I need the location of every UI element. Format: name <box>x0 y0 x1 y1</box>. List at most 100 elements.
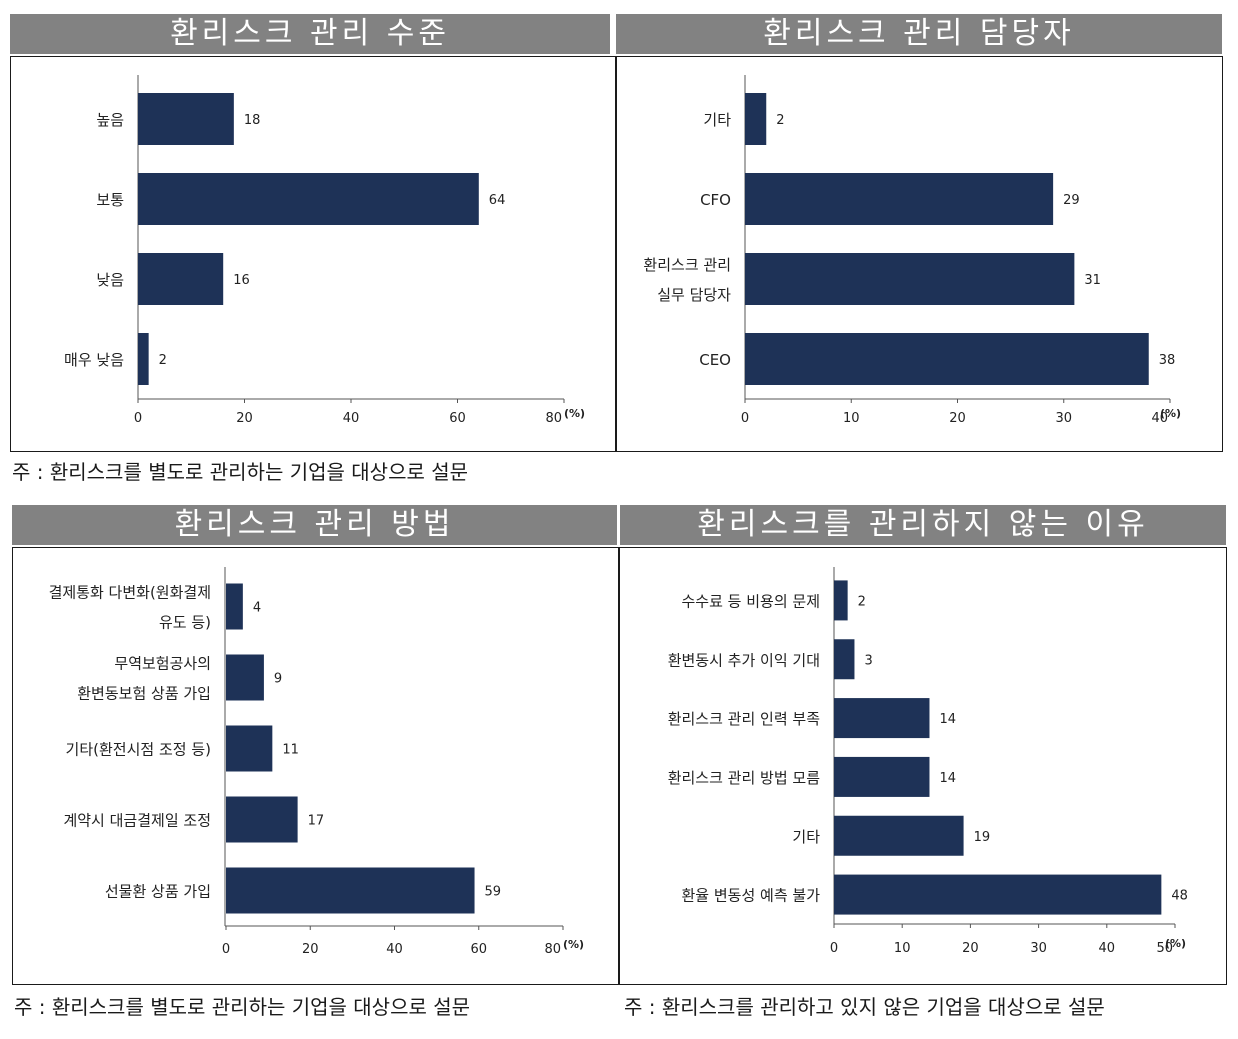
bar <box>226 796 298 843</box>
data-label: 16 <box>233 273 250 288</box>
bar <box>138 93 234 145</box>
tick-label: 60 <box>449 411 466 426</box>
tick-label: 30 <box>1030 941 1047 956</box>
tick-label: 80 <box>545 411 562 426</box>
category-label: 기타 <box>703 111 731 129</box>
tick-label: 10 <box>843 411 860 426</box>
data-label: 38 <box>1159 353 1176 368</box>
bar <box>834 639 855 680</box>
tick-label: 20 <box>962 941 979 956</box>
note-bottom-right: 주 : 환리스크를 관리하고 있지 않은 기업을 대상으로 설문 <box>624 995 1105 1019</box>
data-label: 2 <box>776 113 784 128</box>
bar <box>834 874 1162 915</box>
data-label: 14 <box>939 712 956 727</box>
bar <box>226 583 243 630</box>
data-label: 14 <box>939 771 956 786</box>
panel-title-manager: 환리스크 관리 담당자 <box>616 14 1222 54</box>
category-label: 낮음 <box>96 271 124 289</box>
unit-label: (%) <box>1160 407 1181 420</box>
panel-title-method: 환리스크 관리 방법 <box>12 505 617 545</box>
data-label: 4 <box>253 601 261 616</box>
category-label: 유도 등) <box>159 614 211 632</box>
category-label: 환리스크 관리 <box>643 256 731 274</box>
tick-label: 80 <box>544 942 561 957</box>
data-label: 3 <box>864 653 872 668</box>
bar <box>834 698 930 739</box>
bar <box>745 93 767 145</box>
bar <box>834 580 848 621</box>
category-label: 기타(환전시점 조정 등) <box>66 741 211 759</box>
tick-label: 0 <box>222 942 230 957</box>
data-label: 2 <box>858 594 866 609</box>
note-top: 주 : 환리스크를 별도로 관리하는 기업을 대상으로 설문 <box>12 460 469 484</box>
unit-label: (%) <box>564 407 585 420</box>
panel-title-reason: 환리스크를 관리하지 않는 이유 <box>620 505 1226 545</box>
tick-label: 20 <box>302 942 319 957</box>
category-label: 매우 낮음 <box>64 351 124 369</box>
bar <box>138 253 224 305</box>
bar <box>226 867 475 914</box>
category-label: 환변동시 추가 이익 기대 <box>668 651 820 669</box>
category-label: 기타 <box>792 828 820 846</box>
data-label: 11 <box>282 743 299 758</box>
data-label: 59 <box>485 885 502 900</box>
category-label: 환율 변동성 예측 불가 <box>681 887 820 905</box>
bar <box>745 173 1054 225</box>
unit-label: (%) <box>563 938 584 951</box>
data-label: 64 <box>489 193 506 208</box>
data-label: 17 <box>308 814 325 829</box>
tick-label: 30 <box>1055 411 1072 426</box>
tick-label: 60 <box>470 942 487 957</box>
category-label: 환리스크 관리 인력 부족 <box>668 710 821 728</box>
tick-label: 10 <box>894 941 911 956</box>
data-label: 2 <box>159 353 167 368</box>
tick-label: 20 <box>949 411 966 426</box>
bar <box>138 173 479 225</box>
unit-label: (%) <box>1165 937 1186 950</box>
category-label: CFO <box>700 191 731 209</box>
tick-label: 0 <box>830 941 838 956</box>
bar <box>226 725 273 772</box>
category-label: 수수료 등 비용의 문제 <box>681 592 820 610</box>
chart-reason: 2 수수료 등 비용의 문제 3 환변동시 추가 이익 기대 14 환리스크 관리 인력 … <box>668 567 1188 956</box>
data-label: 48 <box>1171 889 1188 904</box>
category-label: 높음 <box>96 111 124 129</box>
tick-label: 50 <box>1156 941 1173 956</box>
data-label: 9 <box>274 672 282 687</box>
tick-label: 40 <box>1151 411 1168 426</box>
chart-frame-level: 18 높음 64 보통 16 낮음 2 매우 낮음 0 20 40 60 80 (%) <box>10 56 616 452</box>
bar <box>834 815 964 856</box>
bar <box>226 654 264 701</box>
category-label: 선물환 상품 가입 <box>105 883 211 901</box>
tick-label: 20 <box>236 411 253 426</box>
category-label: 환리스크 관리 방법 모름 <box>668 769 821 787</box>
bar <box>745 253 1075 305</box>
tick-label: 40 <box>1099 941 1116 956</box>
category-label: 실무 담당자 <box>657 286 731 304</box>
chart-level: 18 높음 64 보통 16 낮음 2 매우 낮음 0 20 40 60 80 (%) <box>64 75 585 426</box>
bar <box>745 333 1149 385</box>
bar <box>138 333 149 385</box>
category-label: 무역보험공사의 <box>114 655 211 673</box>
bar <box>834 756 930 797</box>
category-label: 보통 <box>96 191 124 209</box>
chart-frame-reason: 2 수수료 등 비용의 문제 3 환변동시 추가 이익 기대 14 환리스크 관리 인력 … <box>619 547 1227 985</box>
tick-label: 0 <box>741 411 749 426</box>
category-label: 결제통화 다변화(원화결제 <box>49 584 211 602</box>
category-label: 환변동보험 상품 가입 <box>77 685 211 703</box>
tick-label: 0 <box>134 411 142 426</box>
data-label: 31 <box>1084 273 1101 288</box>
data-label: 19 <box>974 830 991 845</box>
tick-label: 40 <box>386 942 403 957</box>
data-label: 29 <box>1063 193 1080 208</box>
tick-label: 40 <box>343 411 360 426</box>
note-bottom-left: 주 : 환리스크를 별도로 관리하는 기업을 대상으로 설문 <box>14 995 471 1019</box>
category-label: 계약시 대금결제일 조정 <box>63 812 211 830</box>
category-label: CEO <box>699 351 731 369</box>
data-label: 18 <box>244 113 261 128</box>
panel-title-level: 환리스크 관리 수준 <box>10 14 610 54</box>
